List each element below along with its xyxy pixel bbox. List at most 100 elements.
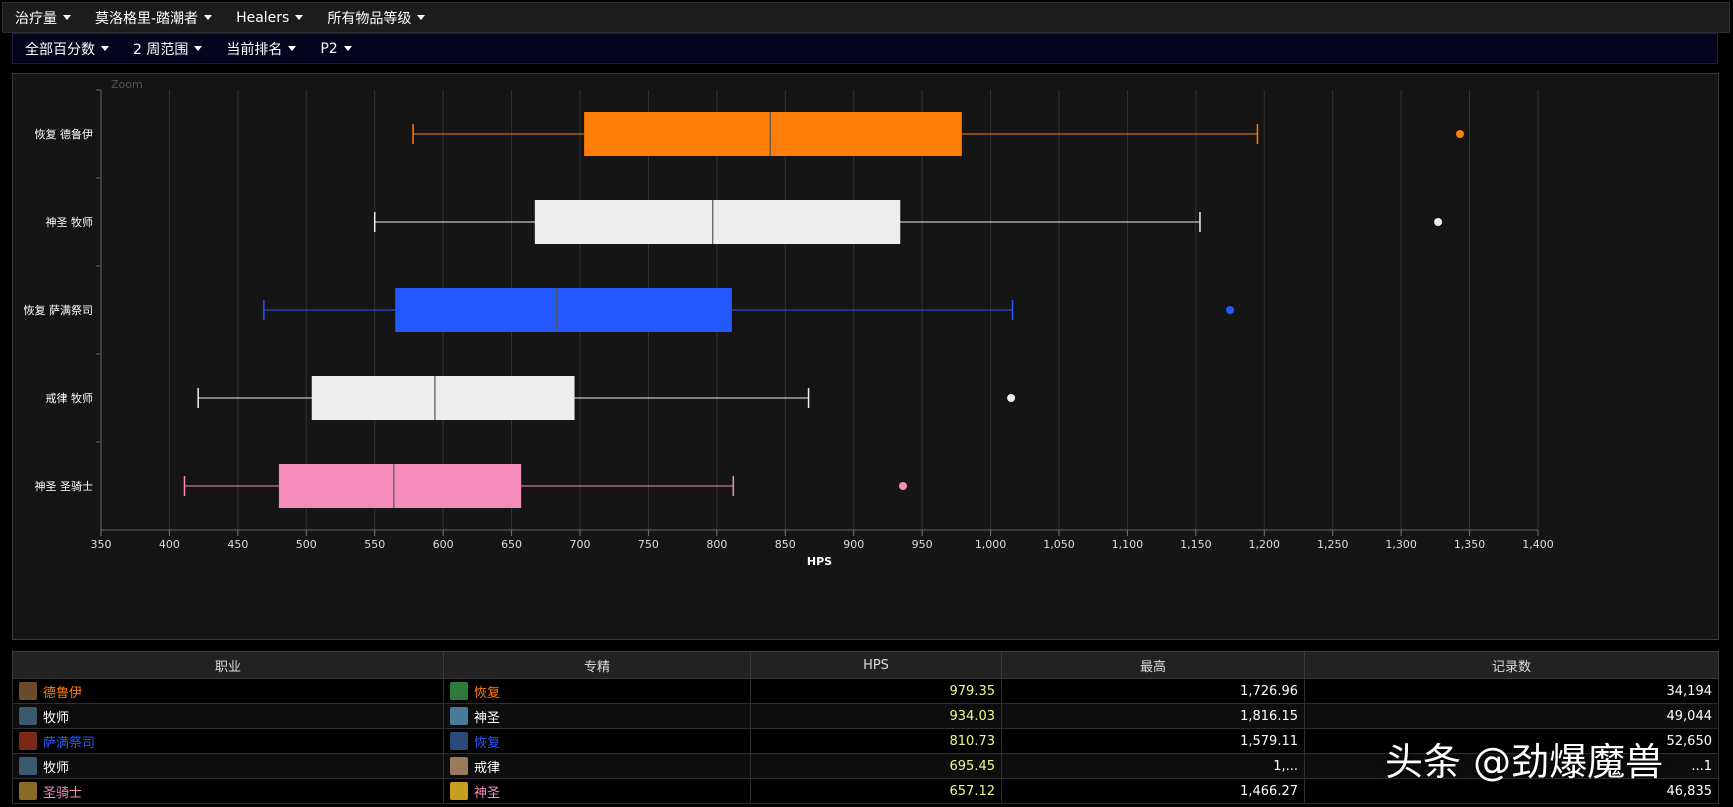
table-row[interactable]: 萨满祭司 恢复 810.73 1,579.11 52,650	[12, 728, 1719, 754]
spec-name[interactable]: 恢复	[474, 735, 501, 751]
class-cell: 圣骑士	[12, 778, 444, 804]
x-tick-label: 750	[638, 538, 659, 551]
boss-dropdown[interactable]: 莫洛格里-踏潮者	[83, 3, 224, 32]
col-header-hps[interactable]: HPS	[750, 651, 1002, 679]
class-name[interactable]: 牧师	[43, 760, 70, 776]
class-name[interactable]: 圣骑士	[43, 785, 83, 801]
x-tick-label: 700	[570, 538, 591, 551]
spec-cell: 恢复	[443, 678, 751, 704]
col-header-max[interactable]: 最高	[1001, 651, 1305, 679]
percentile-dropdown[interactable]: 全部百分数	[13, 34, 121, 63]
druid-icon	[19, 682, 37, 700]
hps-cell: 695.45	[750, 753, 1002, 779]
x-tick-label: 1,050	[1043, 538, 1075, 551]
outlier-point	[1007, 394, 1016, 402]
chevron-down-icon	[343, 46, 352, 51]
count-cell: 52,650	[1304, 728, 1719, 754]
x-tick-label: 800	[706, 538, 727, 551]
iqr-box	[395, 288, 732, 332]
metric-dropdown[interactable]: 治疗量	[3, 3, 83, 32]
class-cell: 萨满祭司	[12, 728, 444, 754]
chevron-down-icon	[417, 15, 426, 20]
filter-bar-primary: 治疗量 莫洛格里-踏潮者 Healers 所有物品等级	[2, 2, 1730, 33]
ranking-dropdown[interactable]: 当前排名	[214, 34, 308, 63]
max-cell: 1,816.15	[1001, 703, 1305, 729]
wave-icon	[450, 732, 468, 750]
watermark: 头条 @劲爆魔兽	[1385, 740, 1664, 784]
table-row[interactable]: 圣骑士 神圣 657.12 1,466.27 46,835	[12, 778, 1719, 804]
table-row[interactable]: 德鲁伊 恢复 979.35 1,726.96 34,194	[12, 678, 1719, 704]
x-tick-label: 900	[843, 538, 864, 551]
iqr-box	[311, 376, 575, 420]
spec-name[interactable]: 恢复	[474, 685, 501, 701]
y-category-label: 神圣 牧师	[46, 215, 94, 229]
filter-bar-secondary: 全部百分数 2 周范围 当前排名 P2	[12, 33, 1718, 64]
spec-name[interactable]: 神圣	[474, 785, 501, 801]
time-range-dropdown[interactable]: 2 周范围	[121, 34, 214, 63]
priest-icon	[19, 707, 37, 725]
phase-dropdown[interactable]: P2	[308, 34, 363, 63]
y-category-label: 恢复 萨满祭司	[24, 303, 94, 317]
max-cell: 1,726.96	[1001, 678, 1305, 704]
col-header-class[interactable]: 职业	[12, 651, 444, 679]
boxplot-chart: Zoom 350 400 450 500 550 600 650 700 750 800 850 90…	[12, 73, 1719, 640]
x-tick-label: 1,400	[1522, 538, 1554, 551]
zoom-label[interactable]: Zoom	[111, 78, 143, 91]
spec-name[interactable]: 戒律	[474, 760, 501, 776]
x-tick-label: 1,000	[975, 538, 1007, 551]
shaman-icon	[19, 732, 37, 750]
paladin-icon	[19, 782, 37, 800]
max-cell: 1,466.27	[1001, 778, 1305, 804]
boxplot-svg: 350 400 450 500 550 600 650 700 750 800 850 900 950 1…	[24, 89, 1554, 568]
class-name[interactable]: 萨满祭司	[43, 735, 96, 751]
spec-name[interactable]: 神圣	[474, 710, 501, 726]
class-name[interactable]: 德鲁伊	[43, 685, 83, 701]
class-name[interactable]: 牧师	[43, 710, 70, 726]
outlier-point	[1455, 130, 1464, 138]
class-cell: 牧师	[12, 703, 444, 729]
outlier-point	[898, 482, 907, 490]
x-axis-label: HPS	[807, 555, 832, 568]
count-cell: 49,044	[1304, 703, 1719, 729]
x-tick-label: 1,200	[1249, 538, 1281, 551]
table-row[interactable]: 牧师 戒律 695.45 1,... ...1	[12, 753, 1719, 779]
x-tick-label: 350	[91, 538, 112, 551]
count-cell: 46,835	[1304, 778, 1719, 804]
max-cell: 1,...	[1001, 753, 1305, 779]
x-tick-label: 1,250	[1317, 538, 1349, 551]
item-level-dropdown[interactable]: 所有物品等级	[315, 3, 437, 32]
x-tick-label: 1,100	[1112, 538, 1144, 551]
chevron-down-icon	[288, 46, 297, 51]
table-row[interactable]: 牧师 神圣 934.03 1,816.15 49,044	[12, 703, 1719, 729]
x-tick-label: 1,350	[1454, 538, 1486, 551]
chevron-down-icon	[204, 15, 213, 20]
x-tick-label: 500	[296, 538, 317, 551]
hps-cell: 810.73	[750, 728, 1002, 754]
x-tick-label: 550	[364, 538, 385, 551]
count-cell: ...1	[1304, 753, 1719, 779]
chevron-down-icon	[295, 15, 304, 20]
x-tick-label: 400	[159, 538, 180, 551]
spec-cell: 神圣	[443, 778, 751, 804]
role-dropdown[interactable]: Healers	[224, 3, 315, 32]
spec-cell: 戒律	[443, 753, 751, 779]
col-header-spec[interactable]: 专精	[443, 651, 751, 679]
leaf-icon	[450, 682, 468, 700]
x-tick-label: 1,300	[1385, 538, 1417, 551]
x-tick-label: 600	[433, 538, 454, 551]
chevron-down-icon	[63, 15, 71, 20]
class-cell: 德鲁伊	[12, 678, 444, 704]
hps-cell: 934.03	[750, 703, 1002, 729]
spec-cell: 恢复	[443, 728, 751, 754]
chevron-down-icon	[194, 46, 203, 51]
x-tick-label: 950	[912, 538, 933, 551]
iqr-box	[584, 112, 962, 156]
x-tick-label: 1,150	[1180, 538, 1212, 551]
y-category-label: 神圣 圣骑士	[35, 479, 94, 493]
col-header-count[interactable]: 记录数	[1304, 651, 1719, 679]
max-cell: 1,579.11	[1001, 728, 1305, 754]
table-header-row: 职业 专精 HPS 最高 记录数	[12, 651, 1719, 679]
y-category-label: 恢复 德鲁伊	[35, 127, 94, 141]
x-tick-label: 650	[501, 538, 522, 551]
light-icon	[450, 782, 468, 800]
